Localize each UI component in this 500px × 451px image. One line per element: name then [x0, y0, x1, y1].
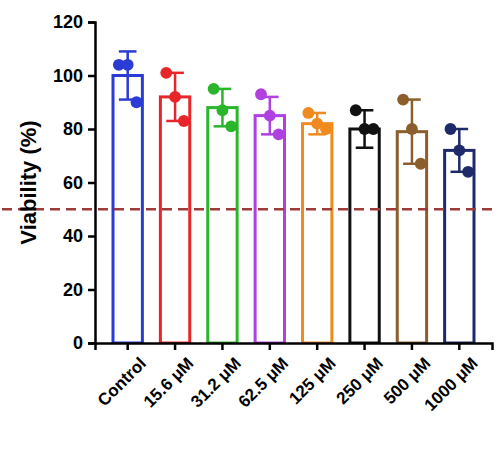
data-point — [178, 115, 190, 127]
x-tick: 1000 μM — [421, 343, 482, 415]
y-tick-mark — [88, 182, 95, 185]
y-axis: 0 20 40 60 80 100 120 — [53, 12, 96, 353]
error-bar-line — [126, 51, 129, 99]
y-tick-mark — [88, 235, 95, 238]
x-axis: Control15.6 μM31.2 μM62.5 μM125 μM250 μM… — [94, 343, 493, 415]
y-tick-label: 0 — [73, 333, 83, 353]
data-point — [462, 166, 474, 178]
data-point — [169, 91, 181, 103]
bar — [397, 132, 426, 343]
x-tick-label: 15.6 μM — [140, 354, 198, 412]
data-point — [217, 104, 229, 116]
reference-line — [2, 208, 498, 211]
data-point — [302, 107, 314, 119]
error-bar — [166, 73, 184, 121]
y-tick-mark — [88, 128, 95, 131]
data-point — [131, 96, 143, 108]
error-bar — [261, 97, 279, 134]
error-bar — [403, 100, 421, 164]
data-point — [273, 128, 285, 140]
x-tick-mark — [174, 343, 177, 350]
bar — [160, 97, 189, 343]
y-tick-mark — [88, 342, 95, 345]
y-tick: 0 — [73, 333, 95, 353]
y-tick: 40 — [63, 226, 95, 246]
x-tick-label: 1000 μM — [421, 354, 482, 415]
x-tick: 15.6 μM — [140, 343, 198, 411]
marks — [113, 51, 474, 343]
x-tick: 62.5 μM — [235, 343, 293, 411]
y-tick: 120 — [53, 12, 95, 32]
x-tick-mark — [411, 343, 414, 350]
error-bar — [450, 129, 468, 172]
x-tick-mark — [126, 343, 129, 350]
y-tick-mark — [88, 289, 95, 292]
data-point — [350, 104, 362, 116]
data-point — [415, 158, 427, 170]
data-point — [225, 120, 237, 132]
error-bar-line — [119, 50, 137, 53]
x-tick-label: 31.2 μM — [187, 354, 245, 412]
data-point — [445, 123, 457, 135]
y-tick-label: 100 — [53, 66, 83, 86]
error-bar-line — [356, 146, 374, 149]
y-tick: 100 — [53, 66, 95, 86]
y-tick: 60 — [63, 173, 95, 193]
chart: 0 20 40 60 80 100 120 Control15.6 μM31.2 μM62.5… — [0, 0, 500, 451]
data-point — [160, 67, 172, 79]
y-axis-line — [88, 23, 96, 344]
data-point — [122, 59, 134, 71]
data-point — [453, 144, 465, 156]
y-tick-mark — [88, 75, 95, 78]
y-axis-title: Viability (%) — [16, 120, 41, 244]
x-tick: 125 μM — [285, 343, 339, 408]
data-point — [406, 123, 418, 135]
data-point — [264, 110, 276, 122]
x-tick-mark — [363, 343, 366, 350]
x-tick-mark — [316, 343, 319, 350]
x-tick-label: 250 μM — [333, 354, 387, 408]
plot: 0 20 40 60 80 100 120 Control15.6 μM31.2 μM62.5… — [2, 12, 498, 415]
x-tick-label: 125 μM — [285, 354, 339, 408]
x-tick-label: 62.5 μM — [235, 354, 293, 412]
data-point — [367, 123, 379, 135]
error-bar — [214, 89, 232, 126]
y-tick-label: 120 — [53, 12, 83, 32]
bar — [255, 116, 284, 343]
bar — [445, 150, 474, 343]
data-point — [397, 94, 409, 106]
data-point — [320, 123, 332, 135]
data-point — [255, 88, 267, 100]
error-bar — [119, 51, 137, 99]
x-tick: 250 μM — [333, 343, 387, 408]
y-tick: 80 — [63, 119, 95, 139]
bar — [350, 129, 379, 343]
y-tick-label: 40 — [63, 226, 83, 246]
y-tick-label: 60 — [63, 173, 83, 193]
bar — [208, 108, 237, 343]
x-tick-mark — [221, 343, 224, 350]
x-tick-mark — [269, 343, 272, 350]
x-tick-mark — [458, 343, 461, 350]
bar — [303, 124, 332, 343]
x-tick: 31.2 μM — [187, 343, 245, 411]
x-axis-line — [96, 344, 493, 351]
y-tick-mark — [88, 21, 95, 24]
y-tick-label: 80 — [63, 119, 83, 139]
y-tick: 20 — [63, 280, 95, 300]
data-point — [208, 83, 220, 95]
x-tick-label: Control — [94, 354, 150, 410]
y-tick-label: 20 — [63, 280, 83, 300]
